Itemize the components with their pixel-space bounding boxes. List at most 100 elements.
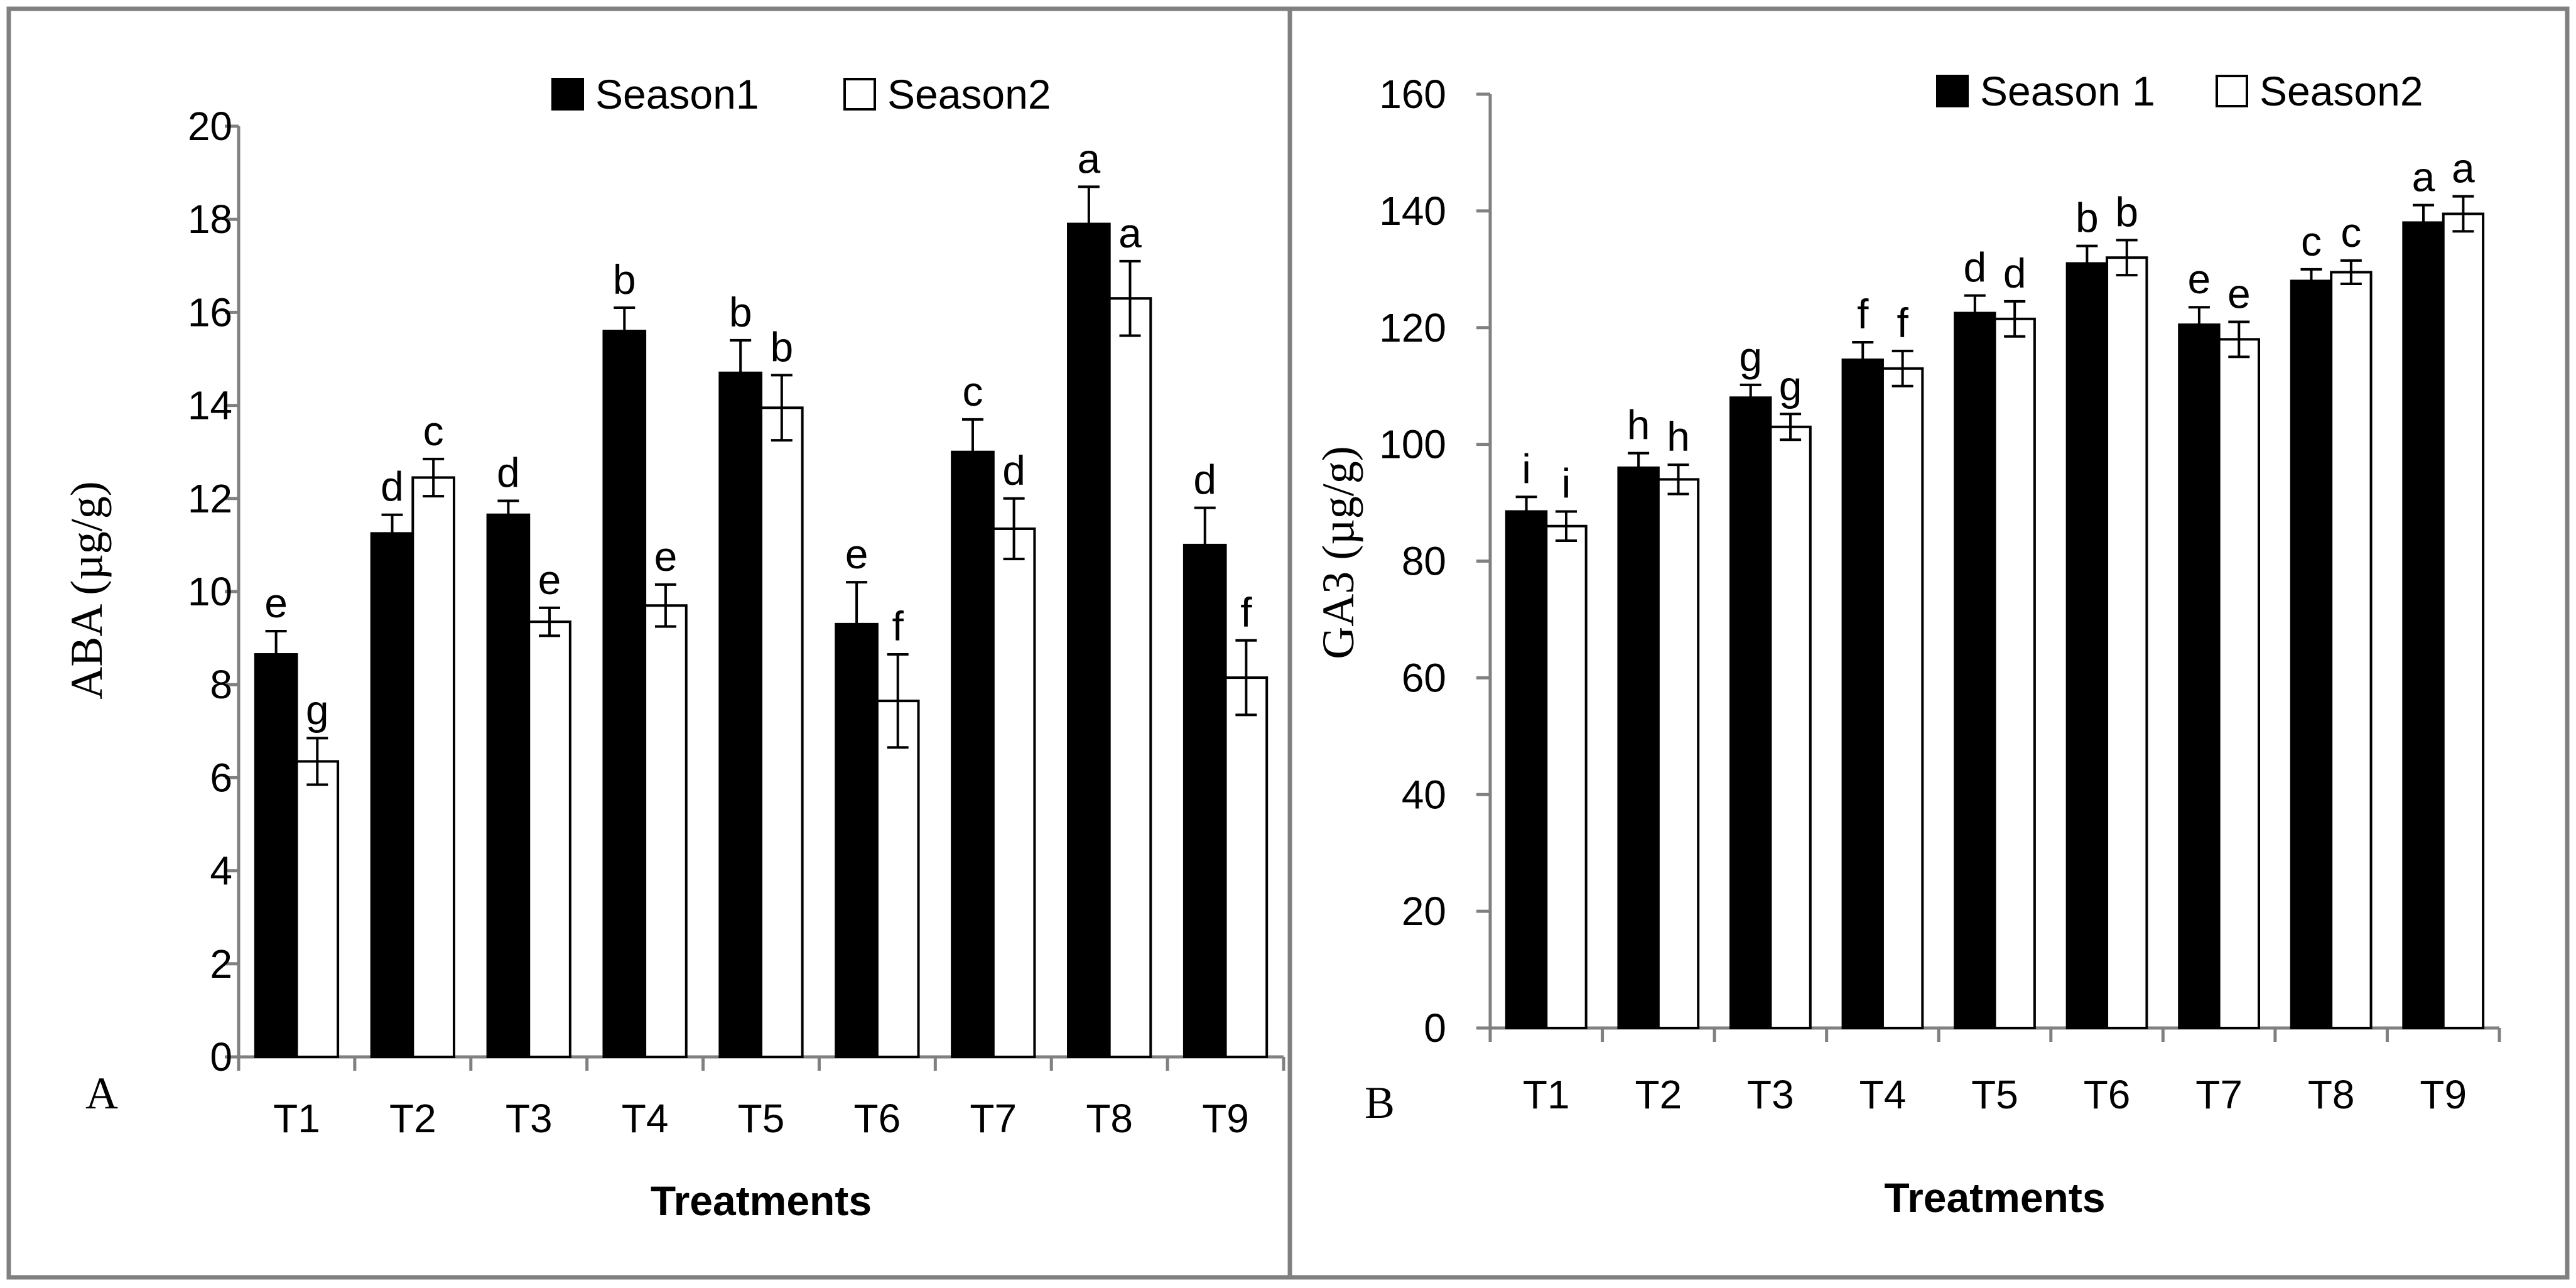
panel-b-legend-swatch-season2 <box>2216 75 2248 107</box>
panel-a-category-label: T1 <box>273 1096 320 1141</box>
panel-a-error-bar <box>1119 259 1141 337</box>
panel-b-bar-season2-t7 <box>2217 338 2260 1029</box>
panel-b-error-bar <box>1964 294 1986 332</box>
panel-b-significance-letter: i <box>1562 460 1571 507</box>
panel-b-significance-letter: a <box>2452 145 2475 192</box>
panel-b-error-bar <box>1515 495 1537 528</box>
panel-b-bar-season2-t6 <box>2106 256 2148 1030</box>
panel-b-legend-label-season2: Season2 <box>2259 68 2423 114</box>
panel-b-significance-letter: d <box>2003 250 2027 296</box>
panel-a-y-tick-label: 2 <box>210 941 232 987</box>
panel-a-panel-letter: A <box>85 1068 118 1118</box>
panel-a-y-tick-label: 18 <box>188 197 232 242</box>
panel-a-category-label: T8 <box>1086 1096 1133 1141</box>
panel-a-significance-letter: d <box>497 450 520 496</box>
panel-b-error-bar <box>1628 452 1650 484</box>
panel-a-category-label: T5 <box>738 1096 785 1141</box>
panel-a-bar-season1-t6 <box>835 622 879 1058</box>
panel-b-significance-letter: g <box>1739 333 1762 380</box>
panel-a-error-bar <box>654 583 676 628</box>
panel-b-error-bar <box>2452 195 2474 233</box>
panel-b-legend-swatch-season1 <box>1936 75 1969 107</box>
chart-panel-a: 02468101214161820egT1dcT2deT3beT4bbT5efT… <box>6 6 1292 1280</box>
panel-a-legend-swatch-season1 <box>551 78 584 111</box>
panel-a-legend-label-season2: Season2 <box>887 71 1051 117</box>
panel-b-significance-letter: h <box>1667 413 1690 460</box>
panel-b-error-bar <box>1555 510 1577 542</box>
panel-b-category-label: T9 <box>2420 1072 2467 1117</box>
panel-b-significance-letter: e <box>2227 270 2251 317</box>
panel-b-y-tick-label: 60 <box>1402 655 1446 700</box>
panel-b-category-label: T3 <box>1747 1072 1794 1117</box>
panel-b-error-bar <box>1891 349 1913 387</box>
panel-b-significance-letter: g <box>1779 362 1802 409</box>
panel-b-error-bar <box>2300 268 2322 294</box>
panel-a-y-tick-label: 0 <box>210 1034 232 1080</box>
panel-a-significance-letter: c <box>423 408 444 454</box>
panel-a-legend-swatch-season2 <box>843 78 876 111</box>
panel-b-significance-letter: h <box>1627 402 1650 448</box>
panel-b-bar-season1-t7 <box>2178 323 2221 1029</box>
panel-a-significance-letter: b <box>729 289 752 335</box>
panel-a-error-bar <box>961 418 983 486</box>
panel-a-significance-letter: f <box>892 603 904 649</box>
panel-a-bar-season1-t2 <box>370 532 414 1058</box>
panel-a-y-axis-title: ABA (µg/g) <box>62 481 112 699</box>
panel-a-error-bar <box>1003 497 1025 561</box>
panel-b-error-bar <box>2340 259 2362 286</box>
panel-a-y-tick-label: 16 <box>188 290 232 335</box>
panel-b-legend-label-season1: Season 1 <box>1980 68 2155 114</box>
panel-a-error-bar <box>614 306 636 356</box>
chart-panel-b: 0 20 40 60 80 100 120 140 160 i i T1 h h T2 gg T3 f f T4 d d T… <box>1287 6 2570 1280</box>
panel-b-bar-season2-t5 <box>1993 317 2036 1030</box>
panel-a-bar-season2-t9 <box>1224 676 1269 1058</box>
panel-a-category-label: T7 <box>970 1096 1017 1141</box>
panel-b-bar-season1-t9 <box>2402 221 2445 1029</box>
panel-a-bar-season2-t4 <box>644 604 688 1058</box>
panel-b-error-bar <box>2188 306 2210 344</box>
panel-a-bar-season1-t7 <box>951 450 995 1058</box>
panel-a-bar-season1-t9 <box>1182 543 1227 1058</box>
panel-a-y-tick-label: 20 <box>188 104 232 149</box>
panel-b-significance-letter: f <box>1857 291 1869 337</box>
panel-b-bar-season2-t2 <box>1657 478 1700 1029</box>
panel-b-panel-letter: B <box>1365 1078 1395 1128</box>
panel-b-error-bar <box>2004 300 2026 338</box>
panel-a-bar-season2-t6 <box>875 700 920 1058</box>
panel-b-significance-letter: i <box>1522 445 1531 492</box>
panel-b-category-label: T7 <box>2195 1072 2243 1117</box>
panel-b-bar-season1-t2 <box>1617 466 1660 1029</box>
panel-a-significance-letter: d <box>381 463 404 510</box>
panel-a-significance-letter: b <box>613 256 636 303</box>
panel-a-error-bar <box>306 737 328 786</box>
panel-a-bar-season2-t5 <box>760 406 804 1058</box>
panel-a-significance-letter: e <box>654 533 678 580</box>
panel-a-error-bar <box>887 653 909 749</box>
panel-b-bar-season2-t4 <box>1881 367 1924 1029</box>
panel-a-significance-letter: f <box>1240 589 1252 636</box>
panel-a-significance-letter: a <box>1118 210 1142 256</box>
panel-a-significance-letter: g <box>306 686 329 733</box>
panel-b-bar-season1-t3 <box>1729 396 1772 1029</box>
panel-b-legend: Season 1 Season2 <box>1936 68 2423 114</box>
panel-a-error-bar <box>1078 185 1100 262</box>
panel-b-y-tick-label: 120 <box>1379 305 1446 350</box>
panel-a-category-label: T2 <box>389 1096 436 1141</box>
panel-b-error-bar <box>1852 340 1874 379</box>
panel-b-category-label: T1 <box>1523 1072 1570 1117</box>
panel-a-error-bar <box>730 338 752 407</box>
panel-a-legend-label-season1: Season1 <box>595 71 759 117</box>
panel-b-error-bar <box>2228 320 2250 359</box>
panel-b-y-tick-label: 20 <box>1402 889 1446 934</box>
panel-b-significance-letter: c <box>2341 209 2361 256</box>
panel-a-bar-season1-t4 <box>602 330 647 1058</box>
panel-a-significance-letter: a <box>1077 135 1100 181</box>
panel-a-error-bar <box>539 606 561 637</box>
panel-a-bar-season2-t3 <box>528 620 571 1058</box>
panel-a-legend: Season1 Season2 <box>551 71 1051 117</box>
panel-b-category-label: T4 <box>1859 1072 1907 1117</box>
panel-b-x-axis-title: Treatments <box>1884 1174 2105 1221</box>
panel-a-error-bar <box>846 581 868 668</box>
panel-b-error-bar <box>1780 413 1802 441</box>
